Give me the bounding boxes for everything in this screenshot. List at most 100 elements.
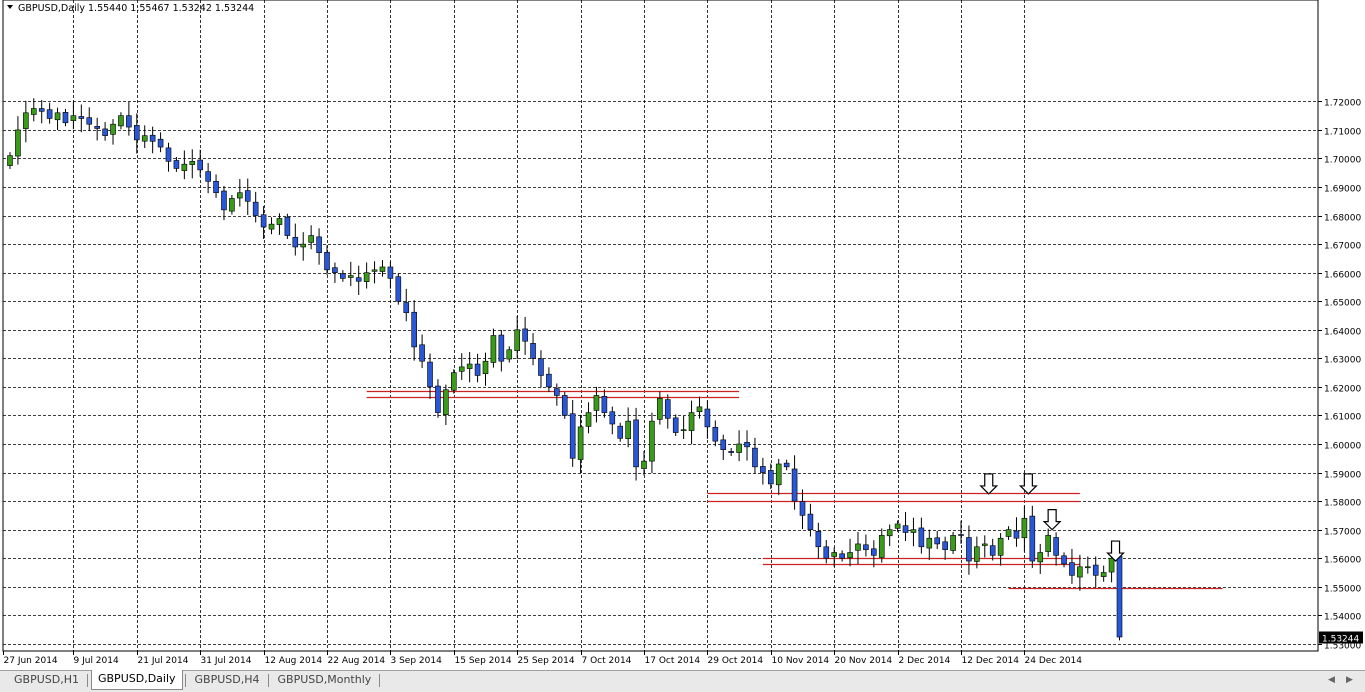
bull-candle xyxy=(696,406,703,413)
bull-candle xyxy=(1021,517,1028,539)
tab-scroll-left-icon[interactable]: ◀ xyxy=(1328,675,1335,685)
bear-candle xyxy=(149,134,156,142)
x-tick-label: 17 Oct 2014 xyxy=(645,656,701,666)
tab-scroll-right-icon[interactable]: ▶ xyxy=(1346,675,1353,685)
time-axis: 27 Jun 2014 9 Jul 2014 21 Jul 2014 31 Jul 2… xyxy=(3,651,1082,666)
x-tick-label: 29 Oct 2014 xyxy=(708,656,764,666)
tab-gbpusd-monthly[interactable]: GBPUSD,Monthly xyxy=(277,673,372,686)
collapse-triangle-icon[interactable] xyxy=(7,5,13,9)
y-tick-label: 1.58000 xyxy=(1324,499,1361,509)
bull-candle xyxy=(514,329,521,351)
bear-candle xyxy=(86,117,93,125)
bear-candle xyxy=(760,466,766,473)
bull-candle xyxy=(847,552,853,559)
bull-candle xyxy=(7,155,13,166)
bear-candle xyxy=(221,190,227,211)
tab-gbpusd-h1[interactable]: GBPUSD,H1 xyxy=(14,673,79,686)
bear-candle xyxy=(902,525,909,533)
bull-candle xyxy=(625,420,631,440)
plot-frame xyxy=(2,0,1319,652)
bull-candle xyxy=(466,363,473,369)
bull-candle xyxy=(181,163,188,171)
bear-candle xyxy=(78,116,85,119)
y-tick-label: 1.56000 xyxy=(1324,556,1361,566)
x-tick-label: 2 Dec 2014 xyxy=(899,656,951,666)
tab-gbpusd-h4[interactable]: GBPUSD,H4 xyxy=(194,673,260,686)
bull-candle xyxy=(878,535,885,558)
bull-candle xyxy=(1045,535,1051,552)
bull-candle xyxy=(926,537,933,549)
bull-candle xyxy=(886,529,893,537)
bull-candle xyxy=(23,112,29,129)
price-axis: 1.72000 1.71000 1.70000 1.69000 1.68000 1.670… xyxy=(1318,99,1363,652)
bear-candle xyxy=(664,399,671,419)
bull-candle xyxy=(70,115,77,121)
bear-candle xyxy=(252,201,259,216)
bear-candle xyxy=(1061,555,1067,565)
bear-candle xyxy=(617,425,624,439)
bull-candle xyxy=(379,266,386,272)
down-arrow-icon xyxy=(1018,473,1038,495)
chart-canvas[interactable]: 1.72000 1.71000 1.70000 1.69000 1.68000 1.670… xyxy=(0,0,1365,670)
bear-candle xyxy=(1092,564,1099,576)
arrow-markers xyxy=(979,473,1125,562)
bear-candle xyxy=(720,439,727,451)
bear-candle xyxy=(244,190,251,202)
support-resistance-lines xyxy=(366,390,1223,590)
bear-candle xyxy=(538,358,544,376)
tab-separator xyxy=(86,674,88,687)
bull-candle xyxy=(593,395,600,411)
y-tick-label: 1.70000 xyxy=(1324,156,1361,166)
down-arrow-icon xyxy=(1042,509,1062,531)
bull-candle xyxy=(1085,566,1091,569)
bear-candle xyxy=(815,531,822,548)
bull-candle xyxy=(950,535,956,551)
bear-candle xyxy=(767,470,774,485)
price-chart[interactable]: 1.72000 1.71000 1.70000 1.69000 1.68000 1.670… xyxy=(0,0,1365,670)
current-price-tag xyxy=(1319,631,1363,644)
bear-candle xyxy=(1069,562,1075,576)
x-tick-label: 7 Oct 2014 xyxy=(582,656,632,666)
bear-candle xyxy=(102,128,108,136)
x-tick-label: 25 Sep 2014 xyxy=(518,656,575,666)
bear-candle xyxy=(1116,555,1123,638)
y-tick-label: 1.64000 xyxy=(1324,328,1361,338)
bull-candle xyxy=(482,360,489,375)
bull-candle xyxy=(1100,572,1107,577)
bull-candle xyxy=(458,366,465,372)
x-tick-label: 15 Sep 2014 xyxy=(455,656,512,666)
candlesticks xyxy=(7,98,1123,641)
bear-candle xyxy=(427,361,433,388)
x-tick-label: 31 Jul 2014 xyxy=(201,656,252,666)
bear-candle xyxy=(744,441,750,448)
bear-candle xyxy=(474,363,481,376)
y-tick-label: 1.63000 xyxy=(1324,356,1361,366)
bear-candle xyxy=(546,373,552,388)
bull-candle xyxy=(371,269,378,272)
bull-candle xyxy=(649,420,655,462)
tab-separator xyxy=(379,674,381,687)
bear-candle xyxy=(783,462,790,468)
x-tick-label: 10 Nov 2014 xyxy=(772,656,830,666)
bear-candle xyxy=(411,311,417,348)
bull-candle xyxy=(775,463,782,486)
x-tick-label: 12 Aug 2014 xyxy=(265,656,323,666)
x-tick-label: 9 Jul 2014 xyxy=(74,656,119,666)
tab-gbpusd-daily[interactable]: GBPUSD,Daily xyxy=(90,670,183,690)
bull-candle xyxy=(641,460,647,469)
bull-candle xyxy=(585,412,592,427)
y-tick-label: 1.57000 xyxy=(1324,528,1361,538)
x-tick-label: 27 Jun 2014 xyxy=(4,656,58,666)
down-arrow-icon xyxy=(1106,540,1125,562)
bull-candle xyxy=(688,412,695,431)
bear-candle xyxy=(704,408,711,428)
bear-candle xyxy=(126,115,132,128)
bear-candle xyxy=(799,501,806,516)
x-tick-label: 21 Jul 2014 xyxy=(138,656,189,666)
bear-candle xyxy=(173,160,180,169)
y-tick-label: 1.54000 xyxy=(1324,613,1361,623)
tab-separator xyxy=(267,674,269,687)
bull-candle xyxy=(347,275,354,278)
bull-candle xyxy=(118,115,124,127)
y-tick-label: 1.53000 xyxy=(1324,642,1361,652)
